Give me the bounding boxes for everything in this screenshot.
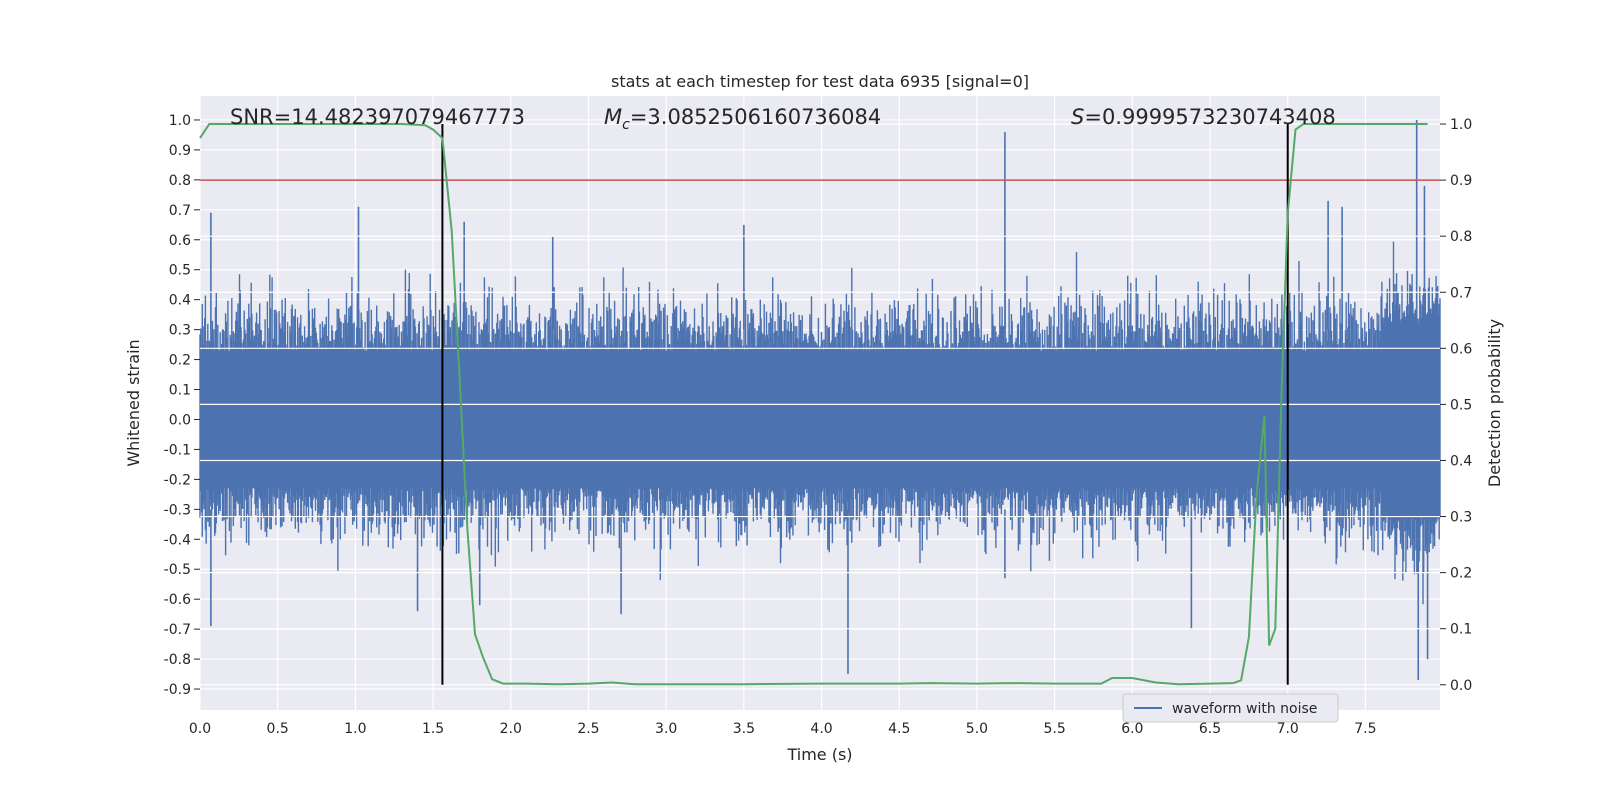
chirp-mass-annotation: Mc=3.0852506160736084 [604,105,881,133]
x-tick-label: 1.0 [344,721,366,737]
significance-value: =0.9999573230743408 [1084,105,1335,129]
y2-tick-label: 0.7 [1450,285,1472,301]
y-tick-label: 0.2 [169,353,191,369]
y2-tick-label: 0.8 [1450,229,1472,245]
x-tick-label: 1.5 [422,721,444,737]
y-tick-label: 0.8 [169,173,191,189]
y-tick-label: 0.0 [169,412,191,428]
x-tick-label: 3.0 [655,721,677,737]
x-tick-label: 2.5 [577,721,599,737]
y2-axis-label: Detection probability [1485,319,1504,487]
y-tick-label: 0.1 [169,383,191,399]
y2-tick-label: 0.5 [1450,397,1472,413]
x-tick-label: 0.5 [267,721,289,737]
y-tick-label: -0.9 [164,682,191,698]
x-tick-label: 2.0 [500,721,522,737]
y-tick-label: -0.7 [164,622,191,638]
x-tick-label: 5.5 [1044,721,1066,737]
y2-tick-label: 0.9 [1450,173,1472,189]
chirp-mass-subscript: c [622,117,630,133]
y-axis-label: Whitened strain [124,339,143,466]
snr-annotation: SNR=14.482397079467773 [230,105,525,129]
legend-label: waveform with noise [1172,701,1317,717]
y-tick-label: 0.5 [169,263,191,279]
tick-labels: 0.0 0.5 1.0 1.5 2.0 2.5 3.0 3.5 4.0 4.5 5.0 5.5 6.0 6… [164,113,1473,737]
significance-annotation: S=0.9999573230743408 [1071,105,1336,129]
x-tick-label: 4.0 [810,721,832,737]
x-axis-label: Time (s) [786,745,852,764]
y-tick-label: 1.0 [169,113,191,129]
x-tick-label: 7.5 [1354,721,1376,737]
y-tick-label: -0.8 [164,652,191,668]
detection-probability-series [199,123,1428,686]
y-tick-label: 0.6 [169,233,191,249]
y2-tick-label: 0.2 [1450,566,1472,582]
x-tick-label: 5.0 [966,721,988,737]
y2-tick-label: 0.0 [1450,678,1472,694]
y-tick-label: -0.4 [164,532,191,548]
x-tick-label: 4.5 [888,721,910,737]
x-tick-label: 7.0 [1277,721,1299,737]
y-tick-label: 0.4 [169,293,191,309]
x-tick-label: 3.5 [733,721,755,737]
y2-grid-lines [200,123,1440,686]
y-tick-label: -0.6 [164,592,191,608]
y-tick-label: -0.2 [164,472,191,488]
chirp-mass-value: =3.0852506160736084 [630,105,881,129]
y2-tick-label: 0.3 [1450,510,1472,526]
chirp-mass-symbol: M [604,105,622,129]
waveform-with-noise-series [199,119,1441,681]
x-tick-label: 6.5 [1199,721,1221,737]
x-tick-label: 6.0 [1121,721,1143,737]
y2-tick-label: 0.4 [1450,453,1472,469]
y-tick-label: -0.1 [164,442,191,458]
significance-symbol: S [1071,105,1084,129]
legend: waveform with noise [1122,693,1339,723]
y2-tick-label: 1.0 [1450,117,1472,133]
y-tick-label: -0.5 [164,562,191,578]
y-tick-label: -0.3 [164,502,191,518]
y-tick-label: 0.9 [169,143,191,159]
y2-tick-label: 0.1 [1450,622,1472,638]
y-tick-label: 0.3 [169,323,191,339]
detection-probability-line [199,123,1428,686]
x-tick-label: 0.0 [189,721,211,737]
y-tick-label: 0.7 [169,203,191,219]
y2-tick-label: 0.6 [1450,341,1472,357]
waveform-core [200,350,1440,489]
legend-box [1122,693,1339,723]
chart-title: stats at each timestep for test data 693… [611,72,1029,91]
